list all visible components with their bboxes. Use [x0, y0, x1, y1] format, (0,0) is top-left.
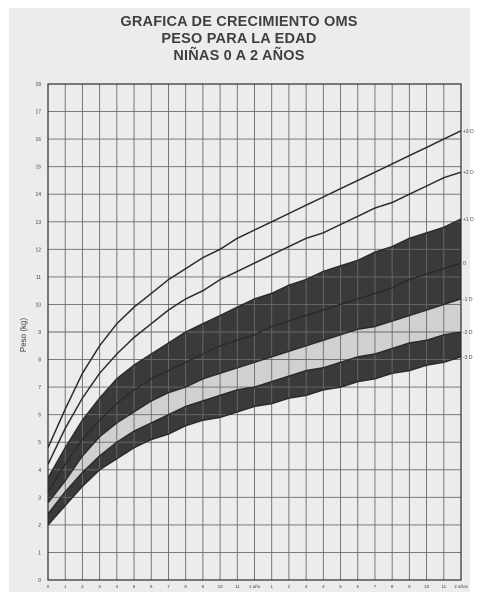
x-tick-label: 7: [374, 584, 377, 589]
y-tick-label: 1: [38, 550, 41, 556]
x-tick-label: 2 años: [454, 584, 468, 589]
series-line: [47, 356, 462, 526]
y-axis-title: Peso (kg): [19, 318, 28, 353]
line-label: 0: [463, 261, 466, 267]
y-tick-label: 4: [38, 468, 41, 474]
line-label: +2 D: [463, 170, 474, 176]
x-tick-label: 9: [202, 584, 205, 589]
x-tick-label: 11: [441, 584, 446, 589]
y-tick-label: 5: [38, 440, 41, 446]
series-line: [47, 171, 462, 465]
x-tick-label: 9: [408, 584, 411, 589]
y-tick-label: 12: [35, 247, 41, 253]
x-tick-label: 6: [356, 584, 359, 589]
series-line: [47, 298, 462, 504]
x-tick-label: 10: [424, 584, 430, 589]
chart-title: GRAFICA DE CRECIMIENTO OMS PESO PARA LA …: [0, 14, 478, 65]
y-tick-label: 7: [38, 385, 41, 391]
series-line: [47, 331, 462, 515]
title-line-2: PESO PARA LA EDAD: [161, 31, 317, 47]
series-line: [47, 262, 462, 493]
x-tick-label: 8: [184, 584, 187, 589]
curves-layer: [47, 130, 462, 526]
y-tick-label: 17: [35, 110, 41, 116]
x-tick-label: 1: [64, 584, 67, 589]
x-tick-label: 1: [270, 584, 273, 589]
x-tick-label: 2: [81, 584, 84, 589]
x-tick-label: 11: [235, 584, 240, 589]
y-tick-label: 0: [38, 578, 41, 584]
x-tick-labels: 0 1 2 3 4 5 6 7 8 9 10 11 1 año 1 2 3 4 5 6 7 8 9 10 11 2 años: [47, 584, 469, 589]
y-tick-label: 13: [35, 220, 41, 226]
y-tick-label: 6: [38, 413, 41, 419]
x-tick-label: 4: [116, 584, 119, 589]
y-tick-label: 9: [38, 330, 41, 336]
y-tick-label: 18: [35, 82, 41, 88]
y-tick-label: 8: [38, 358, 41, 364]
x-tick-label: 0: [47, 584, 50, 589]
x-tick-label: 10: [218, 584, 224, 589]
y-tick-label: 2: [38, 523, 41, 529]
line-label: -3 D: [463, 355, 473, 361]
line-label: -2 D: [463, 330, 473, 336]
x-tick-label: 7: [167, 584, 170, 589]
x-tick-label: 1 año: [249, 584, 261, 589]
title-line-1: GRAFICA DE CRECIMIENTO OMS: [120, 14, 358, 30]
line-label: +1 D: [463, 217, 474, 223]
y-tick-label: 10: [35, 302, 41, 308]
y-tick-label: 15: [35, 165, 41, 171]
x-tick-label: 4: [322, 584, 325, 589]
grid-layer: [47, 83, 462, 581]
x-tick-label: 8: [391, 584, 394, 589]
line-label: -1 D: [463, 297, 473, 303]
x-tick-label: 5: [133, 584, 136, 589]
x-tick-label: 2: [288, 584, 291, 589]
title-line-3: NIÑAS 0 A 2 AÑOS: [173, 48, 305, 64]
line-label: +3 D: [463, 129, 474, 135]
y-tick-label: 3: [38, 495, 41, 501]
line-labels: +3 D +2 D +1 D 0 -1 D -2 D -3 D: [463, 129, 474, 361]
x-tick-label: 3: [305, 584, 308, 589]
y-tick-label: 16: [35, 137, 41, 143]
x-tick-label: 6: [150, 584, 153, 589]
y-tick-label: 14: [35, 192, 41, 198]
series-line: [47, 130, 462, 449]
x-tick-label: 5: [339, 584, 342, 589]
y-tick-label: 11: [36, 275, 41, 281]
x-tick-label: 3: [98, 584, 101, 589]
series-line: [47, 218, 462, 479]
